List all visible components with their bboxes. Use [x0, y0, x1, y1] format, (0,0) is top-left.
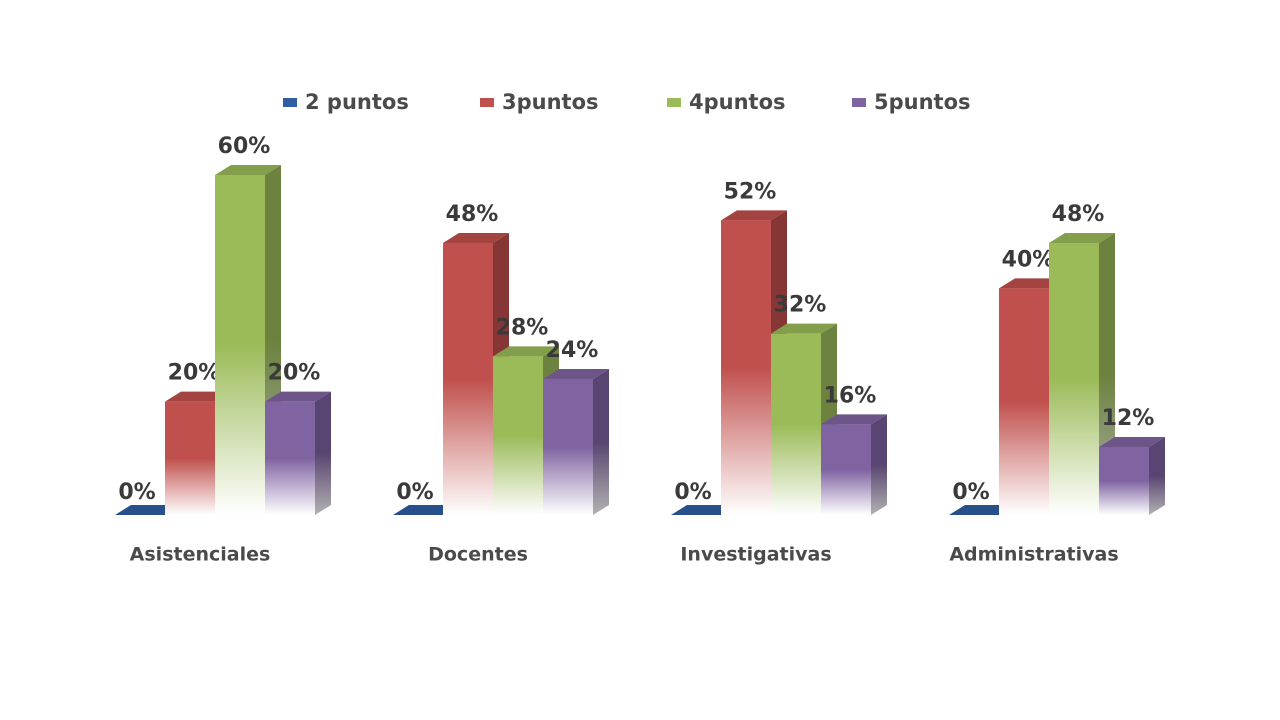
value-label: 60% — [218, 134, 271, 159]
bar-top-shade — [1099, 437, 1165, 447]
legend-label: 5puntos — [874, 90, 971, 114]
bar — [543, 369, 609, 515]
value-label: 20% — [168, 361, 221, 386]
bar — [949, 505, 1015, 515]
bar-top — [215, 165, 281, 175]
value-label: 0% — [396, 480, 433, 505]
value-label: 48% — [1052, 202, 1105, 227]
bar-top-shade — [443, 233, 509, 243]
bar-top-shade — [999, 278, 1065, 289]
value-label: 32% — [774, 293, 827, 318]
bar-front — [443, 243, 493, 515]
bar-front — [1049, 243, 1099, 515]
bar-side-shade — [871, 414, 887, 515]
bar-top — [771, 323, 837, 334]
bar — [393, 505, 459, 515]
bar-top — [543, 369, 609, 379]
bar-top-shade — [393, 505, 459, 515]
bar-top — [671, 505, 737, 515]
value-label: 28% — [496, 315, 549, 340]
bar-side — [1149, 437, 1165, 515]
legend-marker — [480, 98, 494, 107]
value-label: 20% — [268, 361, 321, 386]
bar-top — [999, 278, 1065, 289]
legend-marker — [283, 98, 297, 107]
bar-top-shade — [543, 369, 609, 379]
bar-side — [315, 391, 331, 515]
x-tick-label: Investigativas — [680, 544, 831, 566]
x-tick-label: Docentes — [428, 544, 528, 566]
bar-top-shade — [165, 391, 231, 402]
bar — [821, 414, 887, 515]
bar-top-shade — [721, 210, 787, 221]
bar-top — [493, 346, 559, 357]
bar-top — [821, 414, 887, 425]
x-tick-label: Asistenciales — [130, 544, 271, 566]
bar-top — [265, 391, 331, 402]
bar-front — [493, 356, 543, 515]
value-label: 12% — [1102, 406, 1155, 431]
bar-top — [115, 505, 181, 515]
bar-top-shade — [115, 505, 181, 515]
bar-side-shade — [593, 369, 609, 515]
bar-side-shade — [1149, 437, 1165, 515]
value-label: 24% — [546, 338, 599, 363]
bar-top-shade — [949, 505, 1015, 515]
value-label: 0% — [118, 480, 155, 505]
bar-top-shade — [671, 505, 737, 515]
legend-marker — [852, 98, 866, 107]
bar-front — [999, 288, 1049, 515]
legend-label: 4puntos — [689, 90, 786, 114]
bar-top-shade — [821, 414, 887, 425]
bar-side-shade — [315, 391, 331, 515]
value-label: 40% — [1002, 247, 1055, 272]
x-tick-label: Administrativas — [949, 544, 1118, 566]
bar-front — [771, 333, 821, 515]
value-label: 0% — [674, 480, 711, 505]
bar-side — [593, 369, 609, 515]
bar-top — [1049, 233, 1115, 243]
bar-front — [1099, 447, 1149, 515]
bar — [265, 391, 331, 515]
bar-top — [721, 210, 787, 221]
bar-top — [165, 391, 231, 402]
legend-label: 3puntos — [502, 90, 599, 114]
bar-side — [871, 414, 887, 515]
bar — [115, 505, 181, 515]
legend-marker — [667, 98, 681, 107]
bar-top-shade — [265, 391, 331, 402]
value-label: 52% — [724, 179, 777, 204]
bar-front — [821, 424, 871, 515]
bar-top-shade — [215, 165, 281, 175]
bar-top-shade — [1049, 233, 1115, 243]
value-label: 16% — [824, 383, 877, 408]
bar-top — [393, 505, 459, 515]
bar-top-shade — [771, 323, 837, 334]
bar-top — [443, 233, 509, 243]
legend-label: 2 puntos — [305, 90, 409, 114]
value-label: 0% — [952, 480, 989, 505]
bar-front — [165, 401, 215, 515]
value-label: 48% — [446, 202, 499, 227]
bar-front — [543, 379, 593, 515]
bar-top-shade — [493, 346, 559, 357]
bar-front — [215, 175, 265, 515]
bar-top — [949, 505, 1015, 515]
bar-top — [1099, 437, 1165, 447]
bar — [671, 505, 737, 515]
bar-front — [265, 401, 315, 515]
bar — [1099, 437, 1165, 515]
bar-front — [721, 220, 771, 516]
